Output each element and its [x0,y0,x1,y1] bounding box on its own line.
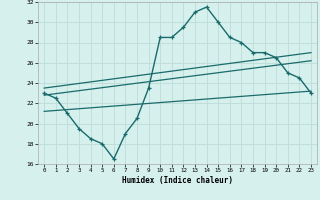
X-axis label: Humidex (Indice chaleur): Humidex (Indice chaleur) [122,176,233,185]
